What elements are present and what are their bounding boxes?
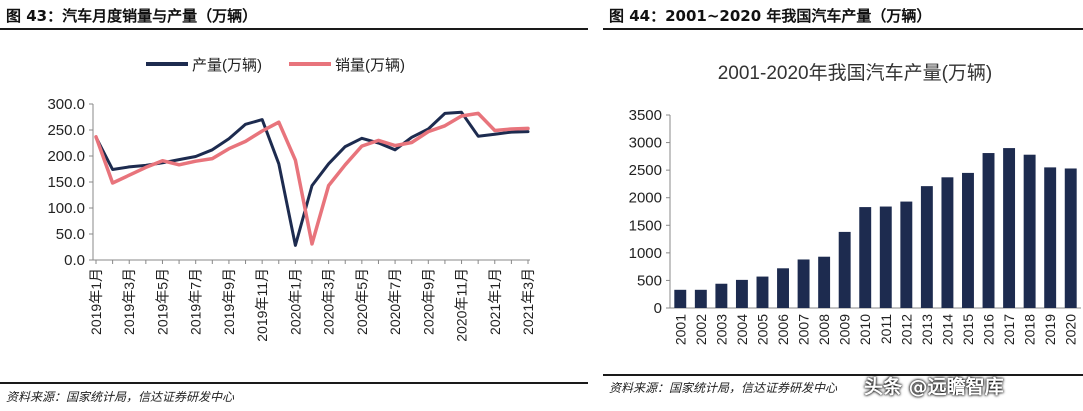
- x-tick-label: 2020年3月: [321, 268, 337, 335]
- left-source-note: 资料来源：国家统计局，信达证券研发中心: [6, 390, 235, 404]
- bar-x-tick-label: 2017: [1001, 314, 1017, 345]
- x-tick-label: 2020年7月: [387, 268, 403, 335]
- bar-x-tick-label: 2015: [960, 314, 976, 345]
- bar-2002: [694, 289, 707, 308]
- bar-2010: [859, 207, 872, 308]
- bar-x-tick-label: 2014: [939, 314, 955, 345]
- right-bottom-rule: [603, 374, 1083, 376]
- right-figure-panel: 图 44：2001~2020 年我国汽车产量（万辆） 2001-2020年我国汽…: [603, 0, 1083, 411]
- watermark: 头条 @远瞻智库: [864, 376, 1004, 398]
- bar-y-tick-label: 1000: [629, 245, 662, 262]
- bar-2016: [982, 153, 995, 308]
- bar-x-tick-label: 2003: [713, 314, 729, 345]
- series-line-2: [94, 111, 530, 246]
- x-tick-label: 2019年5月: [154, 268, 170, 335]
- bar-2005: [756, 276, 769, 308]
- bar-x-tick-label: 2006: [775, 314, 791, 345]
- bar-y-tick-label: 3500: [629, 107, 662, 124]
- left-top-rule: [0, 28, 588, 30]
- bar-chart-title: 2001-2020年我国汽车产量(万辆): [718, 62, 993, 84]
- bar-2014: [941, 177, 954, 308]
- bar-y-tick-label: 2000: [629, 190, 662, 207]
- bar-x-tick-label: 2012: [898, 314, 914, 345]
- bar-2008: [818, 256, 831, 308]
- left-figure-title: 图 43：汽车月度销量与产量（万辆）: [6, 7, 258, 25]
- bar-x-tick-label: 2011: [878, 314, 894, 344]
- bar-2007: [797, 259, 810, 308]
- bar-2017: [1003, 148, 1016, 308]
- x-tick-label: 2019年7月: [188, 268, 204, 335]
- bar-y-tick-label: 0: [654, 300, 662, 317]
- x-tick-label: 2020年9月: [420, 268, 436, 335]
- right-source-note: 资料来源：国家统计局，信达证券研发中心: [609, 381, 838, 395]
- x-tick-label: 2020年11月: [454, 268, 470, 342]
- bar-x-tick-label: 2016: [981, 314, 997, 345]
- bar-2001: [674, 289, 687, 308]
- bar-y-tick-label: 500: [637, 272, 662, 289]
- bar-2020: [1064, 168, 1077, 308]
- y-tick-label: 250.0: [47, 122, 85, 139]
- bar-x-tick-label: 2018: [1022, 314, 1038, 345]
- x-tick-label: 2020年5月: [354, 268, 370, 335]
- bar-2009: [838, 231, 851, 308]
- x-tick-label: 2019年3月: [121, 268, 137, 335]
- bar-y-tick-label: 3000: [629, 135, 662, 152]
- y-tick-label: 200.0: [47, 148, 85, 165]
- bar-x-tick-label: 2008: [816, 314, 832, 345]
- bar-x-tick-label: 2002: [693, 314, 709, 345]
- x-tick-label: 2021年3月: [520, 268, 536, 335]
- legend-label-1: 产量(万辆): [192, 57, 262, 74]
- bar-x-tick-label: 2001: [672, 314, 688, 345]
- bar-x-tick-label: 2013: [919, 314, 935, 345]
- bar-2011: [879, 206, 892, 308]
- bar-chart: 2001-2020年我国汽车产量(万辆) 0 500 1000 1500 2000 2500…: [629, 62, 1081, 345]
- y-tick-label: 300.0: [47, 96, 85, 113]
- bar-x-tick-label: 2009: [837, 314, 853, 345]
- y-tick-label: 0.0: [64, 252, 85, 269]
- bar-2013: [920, 186, 933, 308]
- series-line-1: [94, 110, 530, 247]
- bar-x-tick-label: 2010: [857, 314, 873, 345]
- bar-2003: [715, 283, 728, 308]
- y-tick-label: 100.0: [47, 200, 85, 217]
- bar-y-tick-label: 2500: [629, 162, 662, 179]
- line-chart: 产量(万辆) 销量(万辆) 0.0 50.0 100.0 150.0 200.0 250.0 3…: [47, 57, 536, 342]
- bar-2012: [900, 201, 913, 308]
- bar-2015: [962, 172, 974, 308]
- bar-2004: [735, 279, 748, 308]
- bar-2019: [1044, 167, 1057, 308]
- bar-x-tick-label: 2004: [734, 314, 750, 345]
- right-top-rule: [603, 28, 1083, 30]
- x-tick-label: 2019年1月: [88, 268, 104, 335]
- bar-x-tick-label: 2007: [796, 314, 812, 345]
- x-tick-label: 2020年1月: [287, 268, 303, 335]
- line-legend: 产量(万辆) 销量(万辆): [146, 57, 405, 74]
- left-figure-panel: 图 43：汽车月度销量与产量（万辆） 产量(万辆) 销量(万辆) 0.0 50.0 10…: [0, 7, 588, 404]
- bar-x-tick-label: 2005: [754, 314, 770, 345]
- bar-y-tick-label: 1500: [629, 217, 662, 234]
- y-tick-label: 50.0: [56, 226, 85, 243]
- legend-label-2: 销量(万辆): [335, 57, 405, 74]
- x-tick-label: 2021年1月: [487, 268, 503, 335]
- left-bottom-rule: [0, 382, 588, 384]
- x-tick-label: 2019年11月: [254, 268, 270, 342]
- bar-2018: [1023, 154, 1036, 308]
- y-tick-label: 150.0: [47, 174, 85, 191]
- right-figure-title: 图 44：2001~2020 年我国汽车产量（万辆）: [609, 7, 932, 25]
- bar-x-tick-label: 2019: [1042, 314, 1058, 345]
- bar-x-tick-label: 2020: [1063, 314, 1079, 345]
- x-tick-label: 2019年9月: [221, 268, 237, 335]
- bar-2006: [777, 268, 789, 308]
